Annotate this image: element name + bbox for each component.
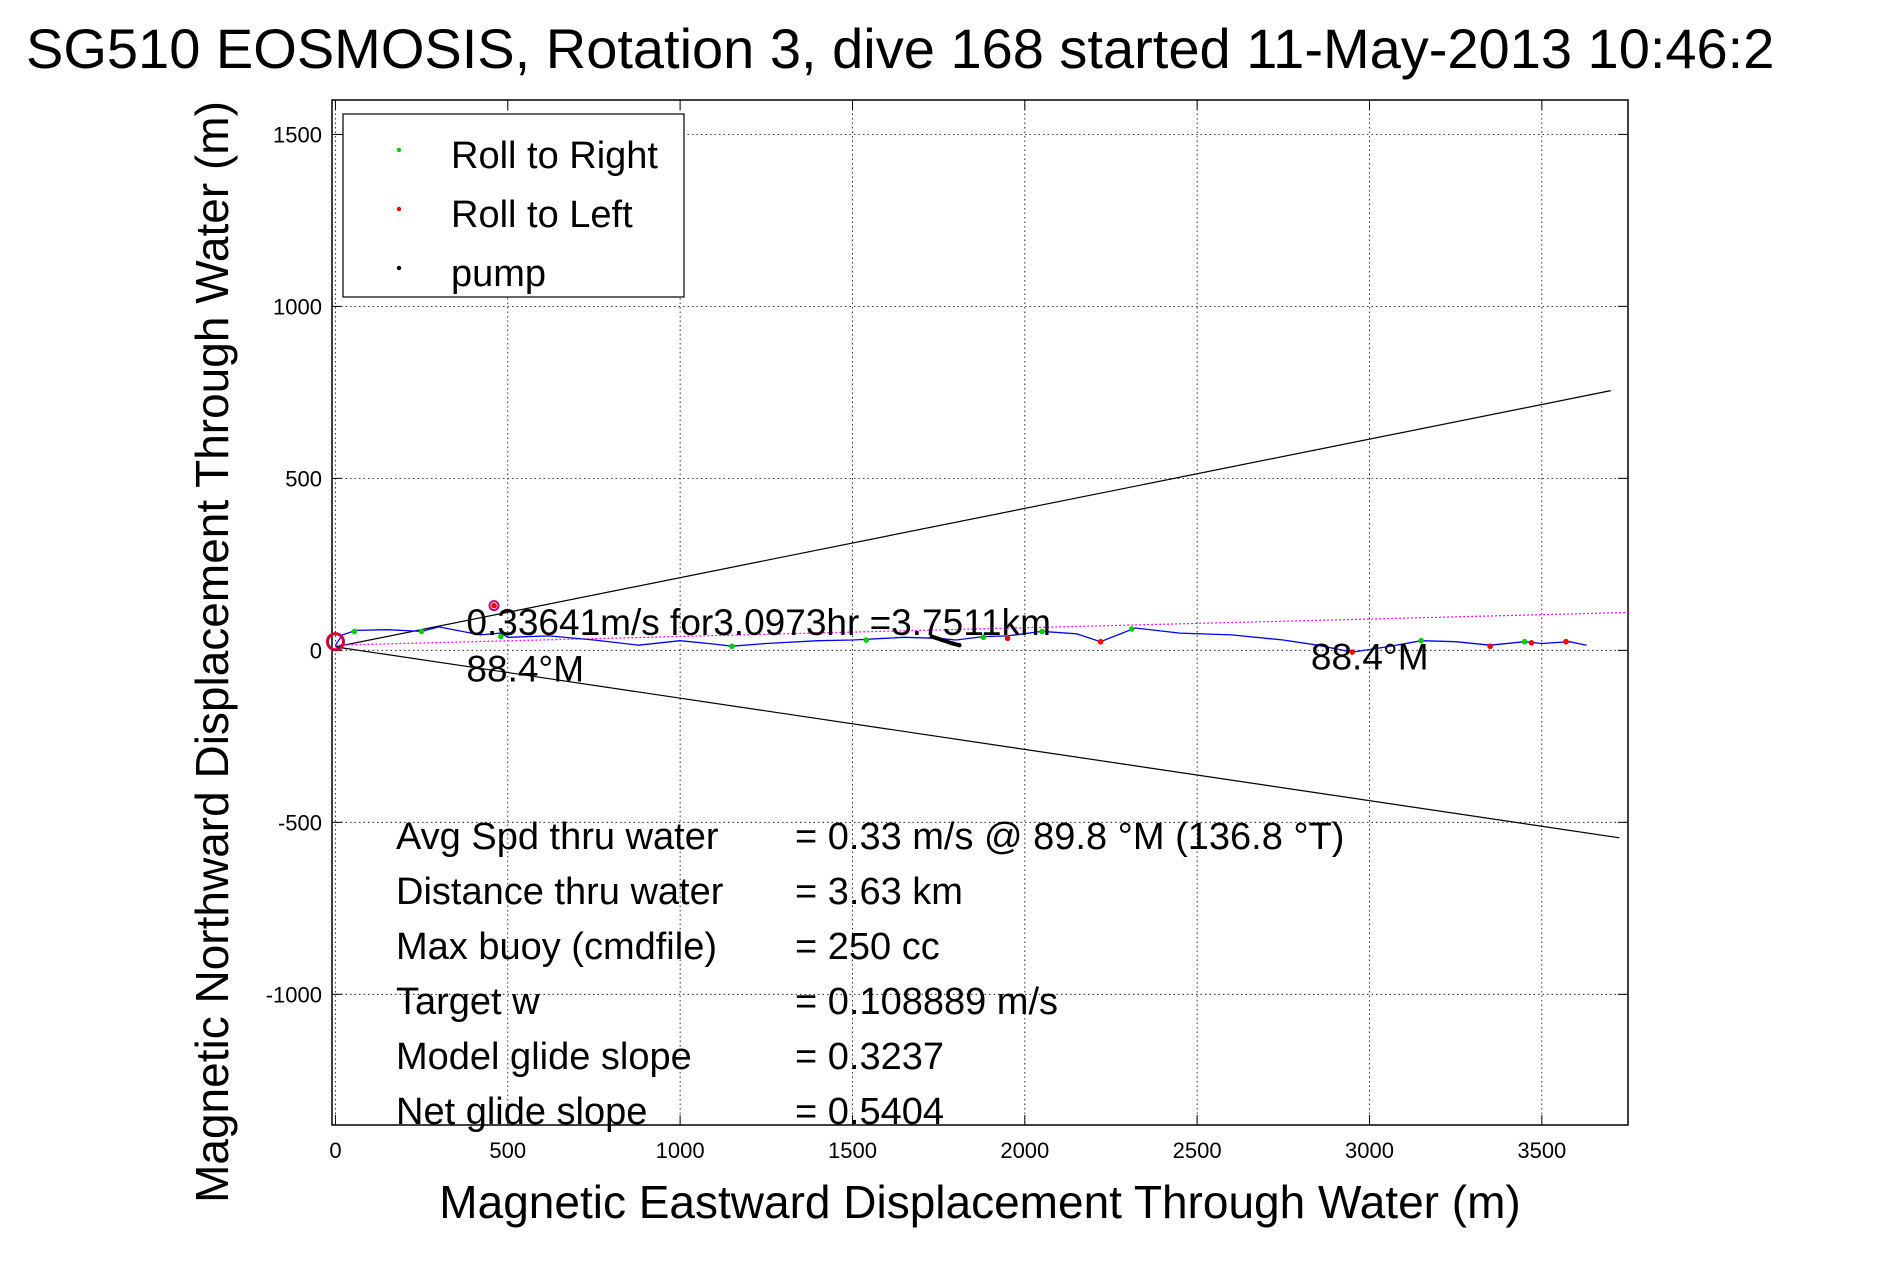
y-axis-label: Magnetic Northward Displacement Through …	[186, 101, 238, 1203]
legend-label: Roll to Left	[451, 194, 633, 236]
roll-left-point	[1487, 643, 1493, 650]
pump-segment	[931, 634, 960, 648]
stat-label: Model glide slope	[396, 1036, 692, 1078]
stat-label: Target w	[396, 981, 540, 1023]
roll-left-point	[491, 602, 497, 609]
pump-point	[939, 637, 945, 643]
roll-left-point	[1528, 639, 1535, 646]
x-tick-label: 2000	[1000, 1138, 1049, 1163]
roll-right-point	[351, 628, 358, 635]
y-tick-label: 1000	[273, 294, 322, 319]
legend-label: pump	[451, 253, 546, 295]
x-tick-label: 1000	[656, 1138, 705, 1163]
legend: Roll to Right Roll to Left pump	[342, 113, 685, 298]
heading-cone-line	[335, 646, 1620, 839]
pump-point	[929, 634, 934, 639]
roll-left-point	[1349, 649, 1356, 655]
x-tick-label: 1500	[828, 1138, 877, 1163]
y-tick-label: -1000	[266, 982, 322, 1007]
legend-label: Roll to Right	[451, 135, 658, 177]
annotation-text: 88.4°M	[466, 648, 584, 689]
x-tick-label: 500	[489, 1138, 526, 1163]
heading-cone-line	[335, 390, 1611, 648]
x-tick-label: 3000	[1345, 1138, 1394, 1163]
x-tick-label: 3500	[1517, 1138, 1566, 1163]
roll-right-point	[1521, 638, 1528, 645]
plot-area: 0 500 1000 1500 2000 2500 3000 3500 1500 1000 500…	[266, 99, 1629, 1163]
x-axis-ticks: 0 500 1000 1500 2000 2500 3000 3500	[329, 100, 1566, 1163]
annotation-text: 0.33641m/s for3.0973hr =3.7511km	[466, 602, 1051, 643]
stat-label: Distance thru water	[396, 871, 724, 913]
annotation-text: 88.4°M	[1311, 636, 1429, 677]
stat-value: = 0.5404	[795, 1091, 944, 1133]
roll-right-point	[498, 633, 504, 640]
x-tick-label: 2500	[1173, 1138, 1222, 1163]
legend-marker	[396, 206, 402, 212]
stat-label: Net glide slope	[396, 1091, 647, 1133]
roll-right-point	[1418, 637, 1424, 644]
y-tick-label: 1500	[273, 122, 322, 147]
stats-block: Avg Spd thru water = 0.33 m/s @ 89.8 °M (…	[396, 816, 1344, 1133]
stat-value: = 0.108889 m/s	[795, 981, 1058, 1023]
stat-label: Avg Spd thru water	[396, 816, 719, 858]
x-tick-label: 0	[329, 1138, 341, 1163]
roll-right-point	[1039, 628, 1045, 635]
x-axis-label: Magnetic Eastward Displacement Through W…	[439, 1176, 1520, 1228]
roll-left-point	[1004, 635, 1011, 642]
pump-point	[950, 641, 955, 646]
y-axis-ticks: 1500 1000 500 0 -500 -1000	[266, 122, 1628, 1007]
roll-left-point	[1097, 638, 1104, 645]
roll-right-point	[418, 628, 425, 635]
y-tick-label: 500	[285, 466, 322, 491]
roll-right-point	[729, 643, 735, 650]
start-marker	[325, 632, 345, 652]
y-tick-label: 0	[310, 638, 322, 663]
track-line	[334, 626, 1587, 653]
net-displacement-line	[335, 611, 1629, 646]
roll-left-marker	[488, 600, 500, 612]
stat-value: = 250 cc	[795, 926, 940, 968]
stat-value: = 3.63 km	[795, 871, 963, 913]
legend-marker	[396, 265, 402, 271]
series-points	[325, 600, 1569, 655]
pump-point	[957, 642, 962, 648]
y-tick-label: -500	[278, 810, 322, 835]
stat-value: = 0.33 m/s @ 89.8 °M (136.8 °T)	[795, 816, 1344, 858]
roll-right-point	[1128, 626, 1135, 632]
stat-label: Max buoy (cmdfile)	[396, 926, 717, 968]
roll-right-point	[980, 634, 987, 641]
legend-marker	[396, 147, 402, 153]
roll-right-point	[863, 637, 870, 643]
chart-title: SG510 EOSMOSIS, Rotation 3, dive 168 sta…	[26, 17, 1774, 80]
roll-left-point	[1563, 638, 1569, 645]
annotations: 0.33641m/s for3.0973hr =3.7511km 88.4°M 88…	[466, 602, 1428, 689]
series-lines	[334, 390, 1629, 839]
stat-value: = 0.3237	[795, 1036, 944, 1078]
